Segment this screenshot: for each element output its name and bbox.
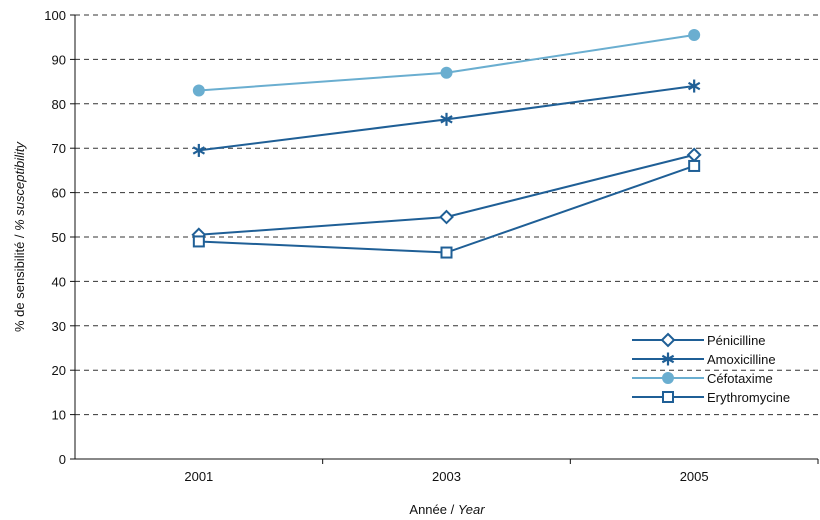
series-line-cefotaxime: [198, 33, 695, 92]
series-line-erythromycine: [198, 165, 695, 254]
y-tick-label: 80: [52, 97, 66, 112]
y-tick-label: 90: [52, 52, 66, 67]
legend-marker: [661, 352, 675, 366]
y-tick-label: 30: [52, 319, 66, 334]
y-tick-label: 20: [52, 363, 66, 378]
legend-marker: [662, 391, 674, 403]
legend-item: Pénicilline: [632, 332, 766, 348]
legend-label: Céfotaxime: [707, 371, 773, 386]
legend-item: Amoxicilline: [632, 352, 776, 367]
y-tick-label: 0: [59, 452, 66, 467]
data-point-penicilline: [439, 209, 454, 225]
legend-item: Erythromycine: [632, 390, 790, 405]
x-tick-label: 2003: [432, 469, 461, 484]
series-cefotaxime: [192, 28, 701, 97]
legend-item: Céfotaxime: [632, 371, 773, 386]
data-point-amoxicilline: [440, 112, 453, 126]
data-point-cefotaxime: [440, 66, 453, 79]
legend-label: Amoxicilline: [707, 352, 776, 367]
data-point-cefotaxime: [192, 84, 205, 97]
tick-labels: 0 10 20 30 40 50 60 70 80 90 100 2001 2003 2005: [44, 8, 819, 484]
gridlines: [75, 14, 818, 416]
data-point-erythromycine: [688, 159, 701, 172]
y-tick-label: 70: [52, 141, 66, 156]
y-axis-title: % de sensibilité / % susceptibility: [12, 140, 27, 332]
data-point-amoxicilline: [192, 143, 206, 157]
legend-marker: [662, 372, 674, 384]
x-tick-label: 2005: [680, 469, 709, 484]
legend-marker: [660, 332, 676, 348]
series-amoxicilline: [192, 79, 701, 157]
y-tick-label: 100: [44, 8, 66, 23]
data-point-amoxicilline: [687, 79, 701, 93]
y-tick-label: 40: [52, 274, 66, 289]
data-point-cefotaxime: [688, 28, 701, 41]
legend: Pénicilline Amoxicilline Céfotaxime Erythro…: [632, 332, 790, 405]
x-tick-label: 2001: [184, 469, 213, 484]
series-erythromycine: [192, 159, 701, 259]
data-point-penicilline: [686, 147, 702, 163]
y-tick-label: 50: [52, 230, 66, 245]
legend-label: Erythromycine: [707, 390, 790, 405]
y-tick-label: 10: [52, 408, 66, 423]
data-point-erythromycine: [440, 246, 453, 259]
series: [191, 28, 702, 259]
legend-label: Pénicilline: [707, 333, 766, 348]
data-point-erythromycine: [192, 235, 205, 248]
x-axis-title: Année / Year: [409, 502, 485, 517]
series-penicilline: [191, 147, 702, 243]
y-tick-label: 60: [52, 186, 66, 201]
